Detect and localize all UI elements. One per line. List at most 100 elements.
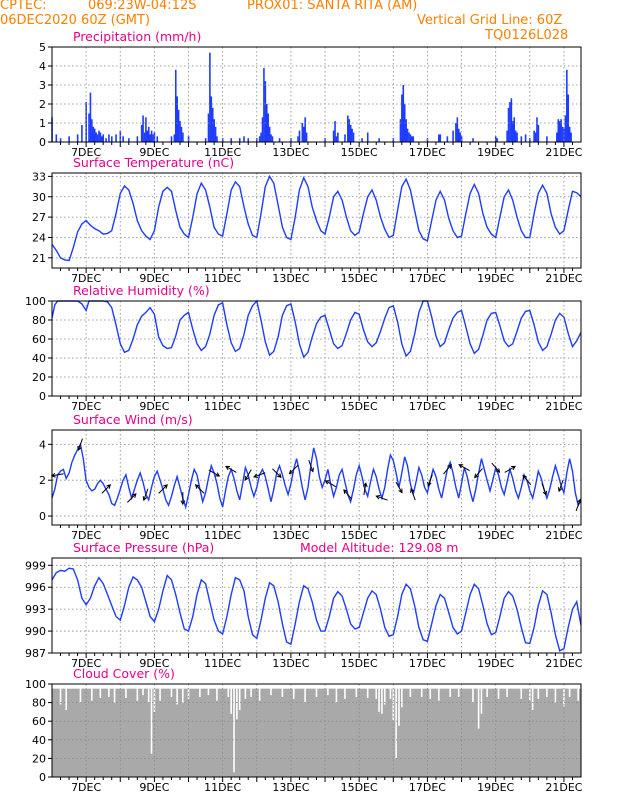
wind-arrow	[325, 480, 337, 488]
precip-bar	[399, 119, 402, 142]
temp-title: Surface Temperature (nC)	[73, 155, 234, 170]
cloud-cover-dip	[227, 688, 230, 698]
wind-arrow	[158, 484, 168, 494]
wind-xtick-label: 21DEC	[545, 529, 582, 542]
precip-bar	[260, 132, 262, 142]
cloud-ytick-label: 60	[32, 715, 46, 728]
precip-bar	[99, 132, 102, 142]
wind-arrow	[51, 473, 64, 477]
rh-ytick-label: 80	[32, 314, 46, 327]
cloud-cover-dip	[537, 688, 540, 699]
cloud-cover-dip	[258, 688, 261, 701]
precip-bar	[263, 67, 265, 142]
precip-bar	[177, 109, 180, 142]
wind-arrow	[143, 488, 149, 501]
precip-bar	[297, 136, 299, 142]
cloud-cover-dip	[65, 688, 68, 711]
temp-xtick-label: 15DEC	[341, 272, 378, 285]
precip-bar	[170, 136, 173, 142]
wind-arrow-head	[557, 487, 563, 493]
wind-arrow-head	[288, 469, 294, 475]
cloud-cover-dip	[113, 688, 116, 703]
precip-bar	[210, 96, 213, 142]
cloud-cover-dip	[472, 688, 474, 703]
cloud-xtick-label: 7DEC	[71, 781, 101, 794]
wind-arrow-head	[180, 500, 186, 506]
wind-arrow	[289, 464, 299, 475]
rh-xtick-label: 19DEC	[477, 400, 514, 413]
precip-bar	[243, 136, 245, 142]
precip-bar	[102, 134, 105, 142]
temp-xtick-label: 9DEC	[139, 272, 169, 285]
rh-xtick-label: 13DEC	[272, 400, 309, 413]
precip-bar	[105, 138, 107, 142]
temp-xtick-label: 7DEC	[71, 272, 101, 285]
precip-bar	[270, 134, 272, 142]
precip-bar	[96, 134, 99, 142]
pressure-annotation: Model Altitude: 129.08 m	[300, 540, 458, 555]
cloud-cover-dip	[136, 688, 139, 701]
precip-bar	[566, 69, 568, 142]
wind-arrow	[376, 495, 388, 501]
precip-bar	[176, 96, 178, 142]
temp-series-line	[51, 174, 582, 262]
wind-arrow	[410, 488, 416, 501]
wind-arrow-head	[474, 473, 479, 479]
precip-bar	[568, 126, 571, 142]
temp-ytick-label: 21	[32, 252, 46, 265]
precip-ytick-label: 1	[39, 117, 46, 130]
cloud-cover-dip	[568, 688, 571, 698]
wind-xtick-label: 7DEC	[71, 529, 101, 542]
wind-arrow-head	[410, 487, 415, 493]
precip-bar	[301, 123, 304, 142]
temp-xtick-label: 21DEC	[545, 272, 582, 285]
precip-bar	[149, 134, 151, 142]
precip-bar	[348, 119, 351, 142]
cloud-cover-dip	[99, 688, 102, 698]
cloud-cover-dip	[250, 688, 252, 698]
precip-bar	[267, 113, 270, 142]
precip-bar	[402, 85, 405, 142]
precip-bar	[108, 134, 110, 142]
cloud-cover-dip	[230, 688, 232, 714]
cloud-cover-dip	[486, 688, 488, 698]
cloud-cover-dip	[315, 688, 318, 698]
precip-bar	[510, 98, 513, 142]
wind-arrow	[195, 484, 205, 494]
wind-arrow-head	[522, 474, 528, 480]
wind-arrow	[522, 475, 532, 486]
precip-bar	[546, 136, 548, 142]
header-station-code: CPTEC:	[0, 0, 47, 13]
cloud-xtick-label: 15DEC	[341, 781, 378, 794]
precip-bar	[366, 132, 369, 142]
wind-arrow-head	[215, 472, 221, 477]
precip-bar	[204, 138, 207, 142]
wind-ytick-label: 4	[39, 438, 46, 451]
cloud-cover-dip	[150, 688, 153, 754]
temp-xtick-label: 19DEC	[477, 272, 514, 285]
precip-xtick-label: 7DEC	[71, 146, 101, 159]
cloud-cover-dip	[199, 688, 201, 698]
cloud-cover-dip	[409, 688, 412, 698]
rh-ytick-label: 0	[39, 390, 46, 403]
precip-bar	[91, 119, 93, 142]
pressure-xtick-label: 13DEC	[272, 657, 309, 670]
temp-xtick-label: 13DEC	[272, 272, 309, 285]
wind-arrow-head	[495, 468, 501, 474]
precip-bar	[533, 130, 535, 142]
precip-bar	[506, 130, 508, 142]
precip-bar	[305, 132, 308, 142]
precip-bar	[68, 136, 70, 142]
header-run-date: 06DEC2020 60Z (GMT)	[0, 13, 151, 28]
precip-bar	[334, 121, 336, 142]
precip-ytick-label: 0	[39, 136, 46, 149]
wind-arrow-head	[225, 465, 230, 471]
rh-ytick-label: 100	[25, 295, 46, 308]
precip-bar	[55, 134, 58, 142]
precip-xtick-label: 15DEC	[341, 146, 378, 159]
pressure-title: Surface Pressure (hPa)	[73, 540, 214, 555]
precip-title: Precipitation (mm/h)	[73, 29, 201, 44]
precip-bar	[271, 136, 274, 142]
temp-ytick-label: 33	[32, 170, 46, 183]
wind-xtick-label: 11DEC	[204, 529, 241, 542]
